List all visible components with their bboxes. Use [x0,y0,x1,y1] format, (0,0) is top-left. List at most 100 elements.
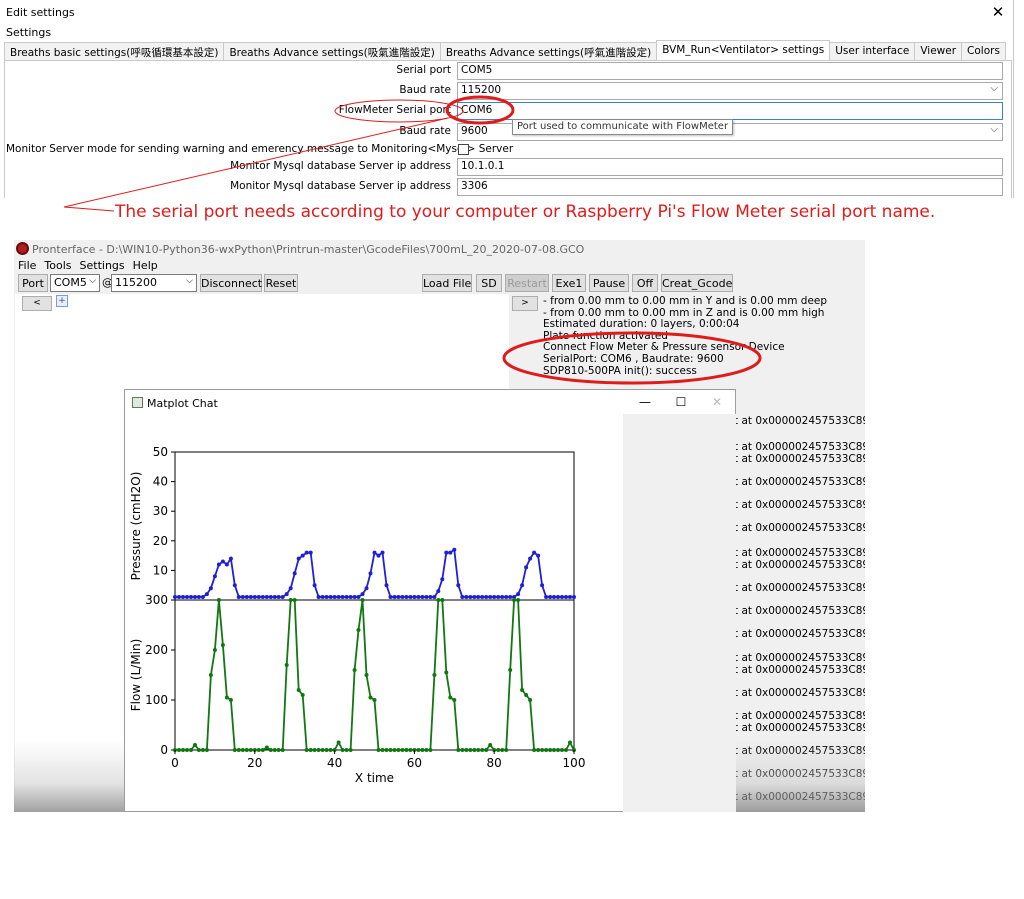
pause-button[interactable]: Pause [589,274,629,292]
flow-data-point [348,748,353,752]
pressure-data-point [376,553,381,558]
flow-data-point [512,598,517,602]
flow-data-point [368,695,373,700]
chevron-down-icon[interactable]: ⌵ [990,124,998,135]
flow-data-point [504,748,509,752]
sd-button[interactable]: SD [476,274,502,292]
flow-data-point [480,748,485,752]
expand-right-button[interactable]: > [512,296,538,311]
log-line: t at 0x000002457533C898> [734,499,865,511]
flow-data-point [540,748,545,752]
tab-breaths-advance-inhale[interactable]: Breaths Advance settings(吸氣進階設定) [223,42,441,61]
chevron-down-icon[interactable]: ⌵ [89,276,96,286]
pressure-y-tick-label: 10 [153,563,168,577]
port-button[interactable]: Port [18,274,48,292]
chevron-down-icon[interactable]: ⌵ [990,83,998,94]
collapse-left-button[interactable]: < [22,296,52,311]
tab-user-interface[interactable]: User interface [829,42,916,61]
reset-button[interactable]: Reset [264,274,298,292]
monitor-server-mode-checkbox[interactable] [458,144,469,155]
pressure-data-point [200,595,205,599]
pressure-data-point [244,595,249,599]
tab-breaths-advance-exhale[interactable]: Breaths Advance settings(呼氣進階設定) [439,42,658,61]
flow-data-point [244,748,249,752]
creat-gcode-button[interactable]: Creat_Gcode [661,274,733,292]
log-line: t at 0x000002457533C898> [734,522,865,534]
flow-data-point [428,748,433,752]
flow-x-tick-label: 60 [407,756,422,770]
load-file-button[interactable]: Load File [422,274,472,292]
expand-icon[interactable]: + [56,295,68,307]
pressure-data-point [204,592,209,597]
pressure-data-point [196,595,201,599]
flow-y-tick-label: 0 [160,743,168,757]
flow-data-point [376,748,381,752]
off-button[interactable]: Off [632,274,658,292]
flow-data-point [260,748,265,752]
pressure-data-point [328,595,333,599]
flow-data-point [300,693,305,697]
flow-data-point [304,748,309,752]
flowmeter-baud-rate-value: 9600 [461,125,488,137]
pressure-data-point [440,577,445,582]
tab-viewer[interactable]: Viewer [914,42,963,61]
pressure-data-point [189,595,193,599]
chevron-down-icon[interactable]: ⌵ [186,276,193,286]
tab-bvm-run[interactable]: BVM_Run<Ventilator> settings [656,40,831,61]
flow-data-point [440,598,445,602]
pressure-data-point [356,595,361,599]
pressure-data-point [364,586,369,591]
maximize-icon[interactable]: ☐ [675,395,687,409]
pressure-data-point [488,595,493,599]
flow-data-point [360,598,365,602]
flow-data-point [460,748,465,752]
pressure-data-point [468,595,473,599]
baud-rate-select[interactable]: 115200 ⌵ [457,82,1003,100]
flow-data-point [208,673,213,677]
flow-data-point [544,748,549,752]
disconnect-button[interactable]: Disconnect [200,274,262,292]
log-line: t at 0x000002457533C898> [734,628,865,640]
annotation-overlay [63,95,515,212]
log-line: Connect Flow Meter & Pressure sensor Dev… [543,341,785,354]
baud-select[interactable]: 115200 ⌵ [111,274,197,292]
flow-data-point [528,698,533,702]
pressure-y-tick-label: 30 [153,504,168,518]
flow-data-point [181,748,185,752]
menu-help[interactable]: Help [132,259,158,272]
flow-data-point [388,748,393,752]
flow-data-point [536,748,541,752]
annotation-text: The serial port needs according to your … [115,202,936,222]
close-icon[interactable]: ✕ [711,395,723,409]
port-select[interactable]: COM5 ⌵ [50,274,100,292]
exe1-button[interactable]: Exe1 [552,274,586,292]
pressure-data-point [332,595,337,599]
mysql-port-field[interactable]: 3306 [457,178,1003,196]
menu-tools[interactable]: Tools [44,259,72,272]
flow-data-point [432,673,437,677]
flow-data-point [256,748,261,752]
mysql-ip-field[interactable]: 10.1.0.1 [457,158,1003,176]
pressure-data-point [228,556,233,561]
flow-data-point [548,748,553,752]
pressure-axes-frame [174,451,575,601]
pressure-data-point [392,595,397,599]
serial-port-field[interactable]: COM5 [457,62,1003,80]
tab-colors[interactable]: Colors [961,42,1006,61]
pressure-data-point [272,595,277,599]
tab-breaths-basic[interactable]: Breaths basic settings(呼吸循環基本設定) [4,42,225,61]
flow-data-point [216,598,221,602]
pressure-data-point [280,595,285,599]
pressure-data-point [456,583,461,588]
log-line: t at 0x000002457533C898> [734,768,865,780]
menu-settings[interactable]: Settings [79,259,125,272]
pressure-data-point [216,562,221,567]
flow-data-point [456,748,461,752]
close-icon[interactable]: ✕ [991,3,1005,21]
pressure-data-point [504,595,509,599]
restart-button[interactable]: Restart [505,274,549,292]
pressure-data-point [424,595,429,599]
flow-data-point [364,673,369,677]
menu-file[interactable]: File [18,259,37,272]
minimize-icon[interactable]: — [639,395,651,409]
